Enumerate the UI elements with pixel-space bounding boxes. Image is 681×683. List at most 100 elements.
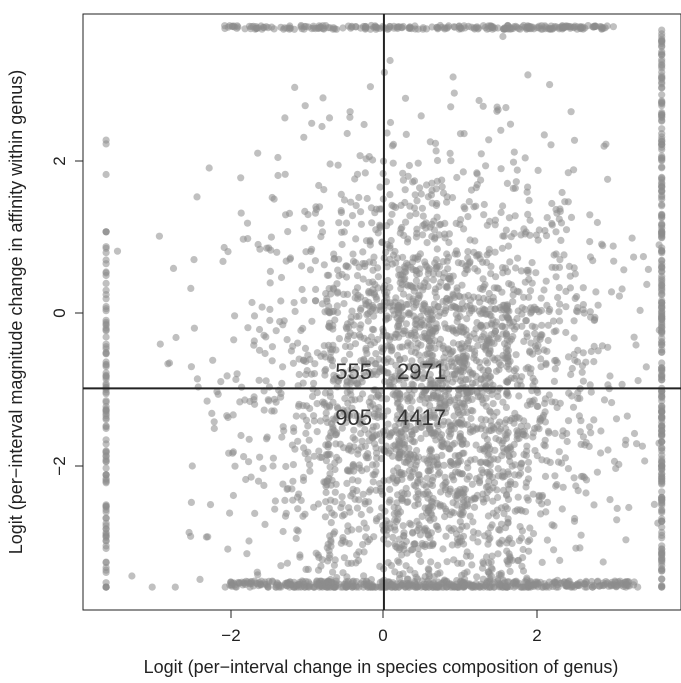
data-point — [548, 199, 556, 208]
data-point — [541, 442, 549, 450]
data-point — [333, 403, 341, 411]
data-point — [410, 386, 418, 394]
data-point — [496, 540, 504, 548]
data-point — [320, 261, 328, 269]
data-point — [445, 580, 453, 588]
data-point — [277, 297, 285, 305]
data-point — [393, 499, 401, 507]
data-point — [302, 370, 310, 379]
data-point — [521, 154, 529, 162]
data-point — [318, 122, 326, 131]
data-point — [582, 489, 590, 497]
data-point — [395, 374, 403, 382]
data-point — [419, 490, 427, 498]
data-point — [436, 221, 444, 229]
data-point — [458, 440, 467, 448]
data-point — [545, 578, 554, 586]
data-point — [339, 24, 347, 32]
data-point — [471, 237, 479, 245]
data-point — [650, 500, 659, 508]
data-point — [556, 300, 564, 308]
data-point — [250, 337, 258, 345]
data-point — [312, 285, 320, 293]
data-point — [331, 459, 339, 467]
data-point — [427, 326, 435, 334]
data-point — [477, 458, 485, 466]
data-point — [658, 110, 666, 118]
data-point — [658, 281, 666, 289]
data-point — [271, 505, 279, 513]
data-point — [262, 435, 271, 443]
data-point — [290, 299, 298, 307]
data-point — [526, 216, 534, 224]
x-tick-label: −2 — [221, 626, 240, 645]
data-point — [658, 323, 666, 331]
data-point — [480, 211, 488, 219]
data-point — [516, 377, 524, 385]
data-point — [599, 242, 607, 250]
data-point — [327, 542, 335, 550]
data-point — [463, 315, 471, 323]
data-point — [509, 450, 517, 458]
data-point — [581, 580, 589, 588]
data-point — [658, 517, 666, 525]
data-point — [293, 526, 301, 534]
data-point — [501, 524, 510, 532]
data-point — [459, 348, 467, 356]
data-point — [317, 233, 325, 241]
data-point — [312, 297, 320, 305]
data-point — [358, 437, 366, 445]
data-point — [406, 422, 414, 431]
data-point — [579, 306, 587, 314]
data-point — [268, 407, 276, 415]
data-point — [434, 379, 442, 387]
data-point — [326, 463, 334, 471]
data-point — [347, 318, 355, 326]
data-point — [483, 488, 491, 496]
data-point — [360, 360, 368, 368]
data-point — [346, 508, 354, 516]
data-point — [244, 324, 252, 332]
data-point — [432, 265, 440, 273]
data-point — [579, 472, 587, 480]
data-point — [274, 171, 282, 180]
data-point — [313, 580, 321, 589]
data-point — [337, 207, 345, 215]
data-point — [357, 208, 365, 216]
data-point — [514, 557, 522, 565]
data-point — [331, 316, 339, 324]
data-point — [658, 394, 666, 402]
data-point — [335, 255, 343, 263]
data-point — [594, 301, 602, 309]
data-point — [456, 130, 465, 138]
data-point — [433, 199, 441, 208]
data-point — [658, 559, 666, 567]
data-point — [546, 81, 554, 89]
data-point — [325, 302, 333, 310]
data-point — [422, 181, 431, 189]
data-point — [526, 369, 535, 377]
data-point — [277, 562, 285, 570]
data-point — [391, 540, 399, 548]
data-point — [586, 308, 594, 316]
data-point — [453, 577, 461, 585]
data-point — [538, 321, 546, 329]
data-point — [273, 248, 281, 256]
data-point — [102, 140, 110, 148]
data-point — [521, 305, 529, 313]
data-point — [295, 400, 303, 408]
data-point — [658, 496, 666, 504]
data-point — [384, 559, 392, 567]
data-point — [586, 211, 594, 219]
data-point — [208, 409, 216, 417]
data-point — [379, 521, 387, 530]
data-point — [576, 394, 584, 403]
data-point — [448, 541, 456, 549]
data-point — [538, 500, 546, 508]
data-point — [413, 225, 421, 233]
data-point — [302, 416, 310, 424]
data-point — [455, 292, 463, 300]
data-point — [229, 449, 237, 457]
data-point — [413, 197, 421, 205]
data-point — [412, 365, 420, 373]
